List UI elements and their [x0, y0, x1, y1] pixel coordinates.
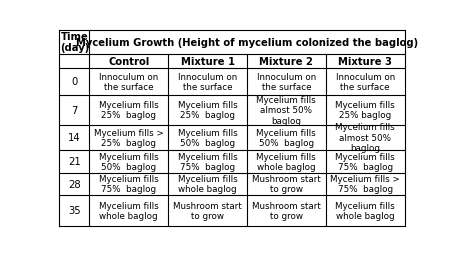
Text: 21: 21: [68, 157, 81, 167]
Text: Mycelium fills
whole baglog: Mycelium fills whole baglog: [99, 201, 159, 220]
Text: Innoculum on
the surface: Innoculum on the surface: [99, 72, 158, 92]
Text: 7: 7: [71, 105, 77, 115]
Text: Mycelium fills
almost 50%
baglog: Mycelium fills almost 50% baglog: [256, 96, 316, 125]
Text: Time
(day): Time (day): [60, 32, 89, 53]
Text: Control: Control: [108, 56, 149, 67]
Text: Mycelium fills
75%  baglog: Mycelium fills 75% baglog: [335, 152, 395, 171]
Text: Innoculum on
the surface: Innoculum on the surface: [336, 72, 395, 92]
Text: Mixture 1: Mixture 1: [181, 56, 235, 67]
Text: Mushroom start
to grow: Mushroom start to grow: [252, 174, 321, 194]
Text: Mycelium fills
25%  baglog: Mycelium fills 25% baglog: [99, 101, 159, 120]
Text: 28: 28: [68, 179, 81, 189]
Text: Mycelium fills
50%  baglog: Mycelium fills 50% baglog: [256, 128, 316, 148]
Text: Mycelium fills >
25%  baglog: Mycelium fills > 25% baglog: [94, 128, 164, 148]
Text: Innoculum on
the surface: Innoculum on the surface: [178, 72, 237, 92]
Text: Mushroom start
to grow: Mushroom start to grow: [173, 201, 242, 220]
Text: Mycelium fills
almost 50%
baglog: Mycelium fills almost 50% baglog: [335, 123, 395, 153]
Text: 35: 35: [68, 205, 81, 215]
Text: Mycelium fills
75%  baglog: Mycelium fills 75% baglog: [99, 174, 159, 194]
Text: Mycelium fills
50%  baglog: Mycelium fills 50% baglog: [178, 128, 237, 148]
Text: Mixture 2: Mixture 2: [259, 56, 313, 67]
Text: Mycelium Growth (Height of mycelium colonized the baglog): Mycelium Growth (Height of mycelium colo…: [76, 37, 418, 47]
Text: Mycelium fills
whole baglog: Mycelium fills whole baglog: [256, 152, 316, 171]
Text: Innoculum on
the surface: Innoculum on the surface: [257, 72, 316, 92]
Text: Mycelium fills
75%  baglog: Mycelium fills 75% baglog: [178, 152, 237, 171]
Text: Mushroom start
to grow: Mushroom start to grow: [252, 201, 321, 220]
Text: Mycelium fills >
75%  baglog: Mycelium fills > 75% baglog: [330, 174, 400, 194]
Text: Mycelium fills
25%  baglog: Mycelium fills 25% baglog: [178, 101, 237, 120]
Text: Mycelium fills
50%  baglog: Mycelium fills 50% baglog: [99, 152, 159, 171]
Text: 14: 14: [68, 133, 81, 143]
Text: Mycelium fills
whole baglog: Mycelium fills whole baglog: [335, 201, 395, 220]
Text: 0: 0: [71, 77, 77, 87]
Text: Mycelium fills
whole baglog: Mycelium fills whole baglog: [178, 174, 237, 194]
Text: Mycelium fills
25% baglog: Mycelium fills 25% baglog: [335, 101, 395, 120]
Text: Mixture 3: Mixture 3: [338, 56, 392, 67]
